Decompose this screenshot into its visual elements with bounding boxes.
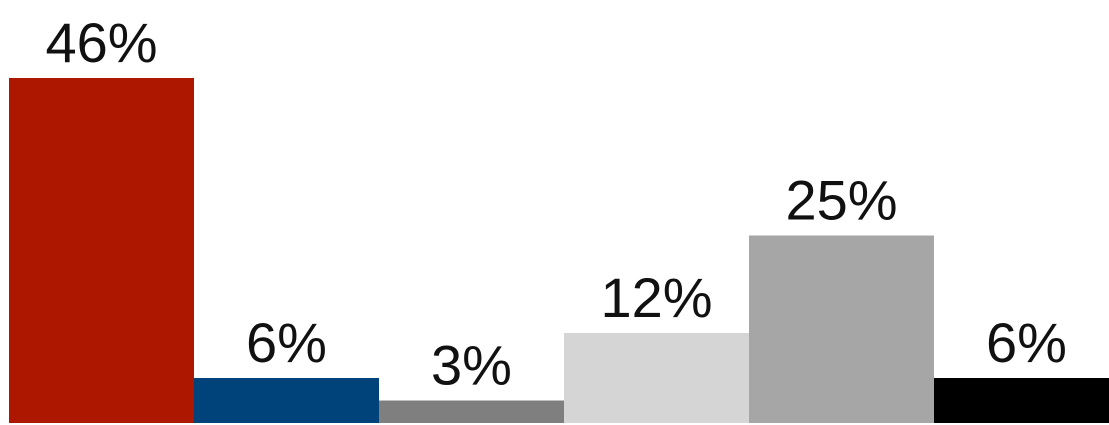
bar-6 [934, 378, 1109, 423]
data-labels-group: 46% 6% 3% 12% 25% 6% [45, 11, 1067, 397]
bar-3 [379, 400, 564, 423]
data-label-3: 3% [431, 334, 512, 397]
data-label-1: 46% [45, 11, 157, 74]
bar-1 [9, 78, 194, 423]
bars-group [9, 78, 1109, 423]
data-label-2: 6% [246, 311, 327, 374]
data-label-5: 25% [785, 169, 897, 232]
data-label-4: 12% [600, 266, 712, 329]
data-label-6: 6% [986, 311, 1067, 374]
bar-5 [749, 235, 934, 423]
bar-4 [564, 333, 749, 423]
bar-2 [194, 378, 379, 423]
